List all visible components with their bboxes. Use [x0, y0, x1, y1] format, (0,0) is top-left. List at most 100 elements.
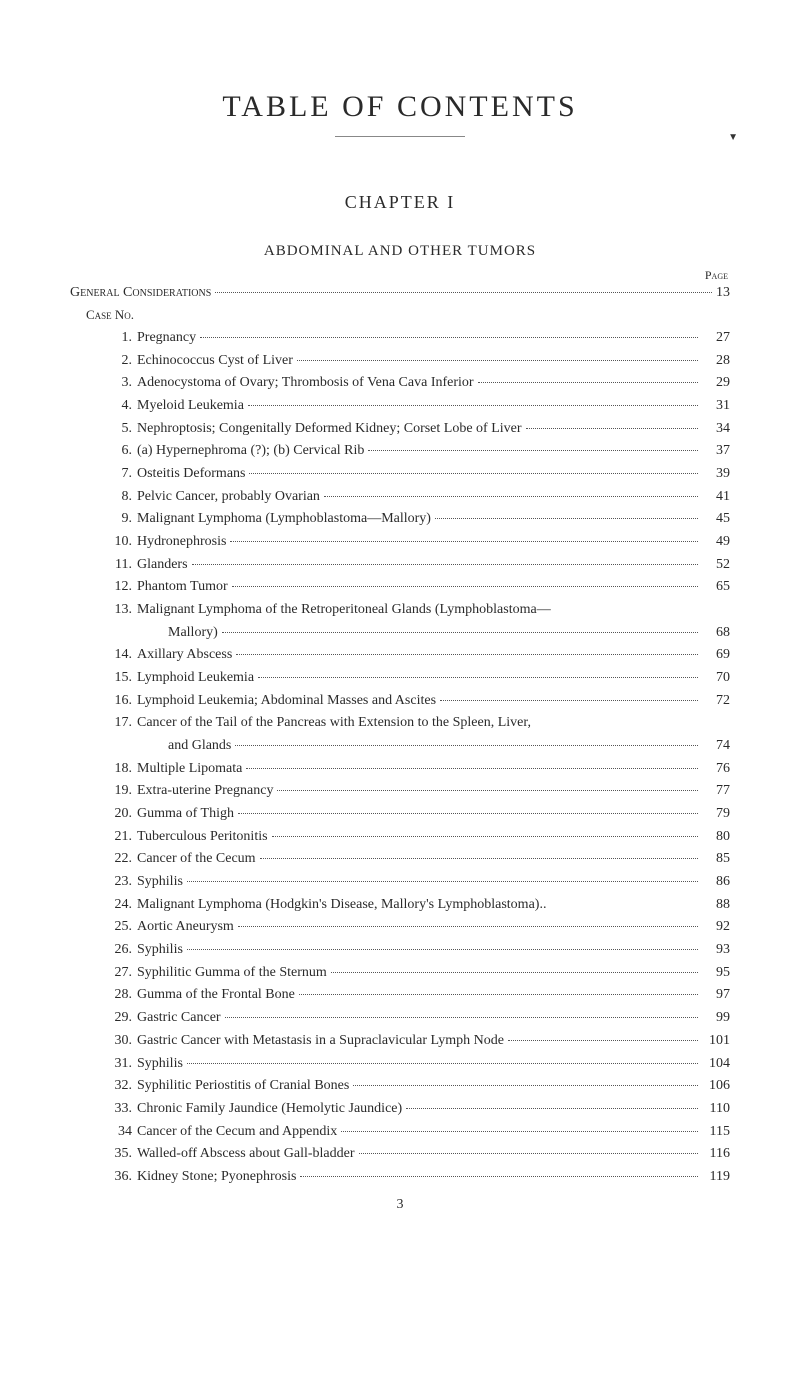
entry-page: 28: [702, 350, 730, 373]
entry-text: Myeloid Leukemia: [137, 395, 244, 418]
entry-number: 6.: [108, 440, 132, 463]
toc-entry: 22.Cancer of the Cecum 85: [108, 848, 730, 871]
entry-number: 20.: [108, 803, 132, 826]
toc-entry: 11.Glanders52: [108, 554, 730, 577]
toc-entry-continuation: and Glands 74: [108, 735, 730, 758]
section-header-page: 13: [716, 285, 730, 301]
entry-page: 86: [702, 871, 730, 894]
toc-entry: 25.Aortic Aneurysm92: [108, 916, 730, 939]
entry-text: Chronic Family Jaundice (Hemolytic Jaund…: [137, 1098, 402, 1121]
toc-entry: 12.Phantom Tumor65: [108, 576, 730, 599]
toc-entry: 16.Lymphoid Leukemia; Abdominal Masses a…: [108, 690, 730, 713]
case-no-label: Case No.: [86, 307, 730, 323]
toc-entry: 13.Malignant Lymphoma of the Retroperito…: [108, 599, 730, 622]
leader-dots: [440, 700, 698, 701]
entry-number: 10.: [108, 531, 132, 554]
entry-page: 69: [702, 644, 730, 667]
entry-number: 34: [108, 1121, 132, 1144]
entry-page: 70: [702, 667, 730, 690]
entry-page: 29: [702, 372, 730, 395]
entry-page: 39: [702, 463, 730, 486]
toc-entry: 24.Malignant Lymphoma (Hodgkin's Disease…: [108, 894, 730, 917]
entry-text: Lymphoid Leukemia: [137, 667, 254, 690]
toc-entry: 8.Pelvic Cancer, probably Ovarian41: [108, 486, 730, 509]
entry-text: Nephroptosis; Congenitally Deformed Kidn…: [137, 418, 522, 441]
entry-text: Walled-off Abscess about Gall-bladder: [137, 1143, 355, 1166]
entry-page: 80: [702, 826, 730, 849]
leader-dots: [236, 654, 698, 655]
leader-dots: [260, 858, 698, 859]
toc-entry: 15.Lymphoid Leukemia70: [108, 667, 730, 690]
entry-text: Syphilis: [137, 939, 183, 962]
entry-number: 1.: [108, 327, 132, 350]
entry-number: 13.: [108, 599, 132, 622]
chapter-heading: CHAPTER I: [70, 192, 730, 213]
entry-text: Malignant Lymphoma of the Retroperitonea…: [137, 599, 551, 622]
leader-dots: [246, 768, 698, 769]
entry-text: and Glands: [168, 735, 231, 758]
entry-text: Syphilitic Gumma of the Sternum: [137, 962, 327, 985]
entry-text: Malignant Lymphoma (Lymphoblastoma—Mallo…: [137, 508, 431, 531]
toc-entry: 14.Axillary Abscess69: [108, 644, 730, 667]
toc-entry: 3.Adenocystoma of Ovary; Thrombosis of V…: [108, 372, 730, 395]
entry-number: 11.: [108, 554, 132, 577]
entry-page: 74: [702, 735, 730, 758]
toc-entry-continuation: Mallory)68: [108, 622, 730, 645]
toc-entry: 19.Extra-uterine Pregnancy77: [108, 780, 730, 803]
entry-number: 8.: [108, 486, 132, 509]
entry-number: 18.: [108, 758, 132, 781]
entry-page: 85: [702, 848, 730, 871]
entry-number: 3.: [108, 372, 132, 395]
entry-number: 30.: [108, 1030, 132, 1053]
entry-number: 35.: [108, 1143, 132, 1166]
toc-entry-list: 1.Pregnancy272.Echinococcus Cyst of Live…: [70, 327, 730, 1189]
toc-entry: 18.Multiple Lipomata76: [108, 758, 730, 781]
toc-entry: 30.Gastric Cancer with Metastasis in a S…: [108, 1030, 730, 1053]
entry-page: 76: [702, 758, 730, 781]
entry-page: 49: [702, 531, 730, 554]
toc-entry: 28.Gumma of the Frontal Bone97: [108, 984, 730, 1007]
entry-text: Cancer of the Cecum: [137, 848, 256, 871]
leader-dots: [406, 1108, 698, 1109]
entry-text: Syphilitic Periostitis of Cranial Bones: [137, 1075, 349, 1098]
entry-number: 2.: [108, 350, 132, 373]
entry-number: 14.: [108, 644, 132, 667]
entry-page: 99: [702, 1007, 730, 1030]
entry-number: 5.: [108, 418, 132, 441]
entry-text: Glanders: [137, 554, 188, 577]
entry-number: 22.: [108, 848, 132, 871]
leader-dots: [368, 450, 698, 451]
entry-page: 93: [702, 939, 730, 962]
entry-text: Pelvic Cancer, probably Ovarian: [137, 486, 320, 509]
leader-dots: [435, 518, 698, 519]
entry-page: 115: [702, 1121, 730, 1144]
leader-dots: [238, 813, 698, 814]
entry-text: Syphilis: [137, 871, 183, 894]
leader-dots: [478, 382, 698, 383]
entry-page: 119: [702, 1166, 730, 1189]
entry-text: (a) Hypernephroma (?); (b) Cervical Rib: [137, 440, 364, 463]
entry-page: 79: [702, 803, 730, 826]
entry-page: 37: [702, 440, 730, 463]
leader-dots: [232, 586, 698, 587]
footer-page-number: 3: [70, 1197, 730, 1213]
entry-text: Gastric Cancer: [137, 1007, 221, 1030]
section-header-row: General Considerations 13: [70, 285, 730, 301]
entry-text: Pregnancy: [137, 327, 196, 350]
entry-page: 45: [702, 508, 730, 531]
entry-number: 12.: [108, 576, 132, 599]
entry-number: 36.: [108, 1166, 132, 1189]
leader-dots: [222, 632, 698, 633]
entry-number: 21.: [108, 826, 132, 849]
entry-text: Aortic Aneurysm: [137, 916, 234, 939]
entry-page: 72: [702, 690, 730, 713]
leader-dots: [324, 496, 698, 497]
entry-number: 28.: [108, 984, 132, 1007]
entry-page: 68: [702, 622, 730, 645]
entry-number: 23.: [108, 871, 132, 894]
leader-dots: [341, 1131, 698, 1132]
leader-dots: [192, 564, 698, 565]
entry-number: 29.: [108, 1007, 132, 1030]
page-column-label: Page: [70, 268, 730, 283]
toc-entry: 26.Syphilis93: [108, 939, 730, 962]
